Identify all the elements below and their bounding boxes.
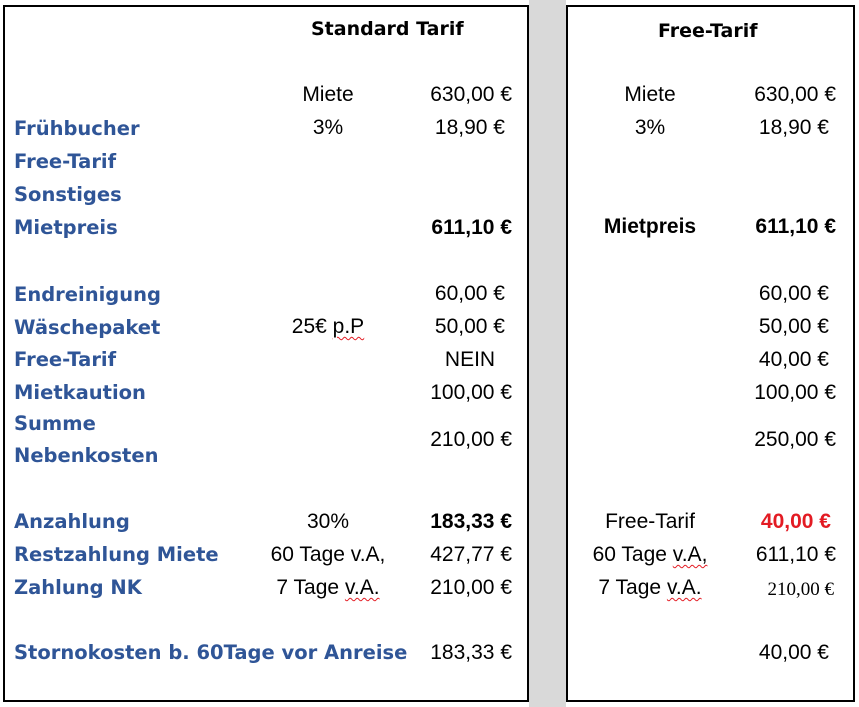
standard-restzahlung-note: 60 Tage v.A,: [270, 543, 386, 566]
free-tarif-heading: Free-Tarif: [658, 20, 758, 42]
free-nebenkosten-amount: 250,00 €: [754, 428, 836, 451]
standard-zahlung-nk-note: 7 Tage v.A.: [276, 576, 380, 599]
label-storno: Stornokosten b. 60Tage vor Anreise: [14, 641, 408, 664]
column-gap: [529, 0, 566, 707]
standard-waeschepaket-amount: 50,00 €: [434, 315, 505, 338]
label-endreinigung: Endreinigung: [14, 283, 161, 306]
standard-nebenkosten-amount: 210,00 €: [430, 428, 512, 451]
free-free-tarif-amount: 40,00 €: [758, 348, 829, 371]
label-free-tarif-nk: Free-Tarif: [14, 348, 117, 371]
standard-miete-label: Miete: [302, 83, 354, 106]
standard-fruehbucher-pct: 3%: [312, 116, 344, 139]
standard-miete-amount: 630,00 €: [430, 83, 512, 106]
standard-anzahlung-amount: 183,33 €: [430, 510, 512, 533]
standard-waesche-note: 25€ p.P: [291, 315, 365, 338]
free-fruehbucher-pct: 3%: [634, 116, 666, 139]
free-storno-amount: 40,00 €: [758, 641, 829, 664]
standard-anzahlung-pct: 30%: [306, 510, 350, 533]
label-mietkaution: Mietkaution: [14, 381, 146, 404]
standard-tarif-heading: Standard Tarif: [311, 18, 464, 40]
free-restzahlung-amount: 611,10 €: [755, 543, 836, 566]
label-restzahlung: Restzahlung Miete: [14, 543, 219, 566]
standard-free-tarif-value: NEIN: [444, 348, 496, 371]
free-waeschepaket-amount: 50,00 €: [758, 315, 829, 338]
standard-mietkaution-amount: 100,00 €: [430, 381, 512, 404]
free-anzahlung-note: Free-Tarif: [605, 510, 695, 533]
standard-tarif-panel: Standard Tarif Frühbucher Free-Tarif Son…: [3, 5, 529, 702]
free-mietpreis-amount: 611,10 €: [755, 215, 836, 238]
free-zahlung-nk-note: 7 Tage v.A.: [598, 576, 702, 599]
free-anzahlung-amount: 40,00 €: [760, 510, 831, 533]
free-fruehbucher-amount: 18,90 €: [758, 116, 829, 139]
free-miete-label: Miete: [624, 83, 676, 106]
label-free-tarif: Free-Tarif: [14, 150, 117, 173]
label-zahlung-nk: Zahlung NK: [14, 576, 142, 599]
label-waeschepaket: Wäschepaket: [14, 316, 161, 339]
label-summe: Summe: [14, 412, 96, 435]
standard-mietpreis-amount: 611,10 €: [431, 216, 512, 239]
free-mietpreis-label: Mietpreis: [603, 215, 697, 238]
standard-endreinigung-amount: 60,00 €: [434, 282, 505, 305]
label-mietpreis: Mietpreis: [14, 216, 118, 239]
label-fruehbucher: Frühbucher: [14, 117, 140, 140]
label-nebenkosten: Nebenkosten: [14, 444, 159, 467]
free-endreinigung-amount: 60,00 €: [758, 282, 829, 305]
standard-fruehbucher-amount: 18,90 €: [434, 116, 505, 139]
free-mietkaution-amount: 100,00 €: [754, 381, 836, 404]
free-restzahlung-note: 60 Tage v.A,: [592, 543, 708, 566]
label-sonstiges: Sonstiges: [14, 183, 122, 206]
standard-storno-amount: 183,33 €: [430, 641, 512, 664]
free-miete-amount: 630,00 €: [754, 83, 836, 106]
label-anzahlung: Anzahlung: [14, 510, 130, 533]
standard-restzahlung-amount: 427,77 €: [430, 543, 512, 566]
free-zahlung-nk-amount: 210,00 €: [767, 579, 835, 600]
standard-zahlung-nk-amount: 210,00 €: [430, 576, 512, 599]
free-tarif-panel: Free-Tarif Miete 3% Mietpreis Free-Tarif…: [566, 5, 855, 702]
